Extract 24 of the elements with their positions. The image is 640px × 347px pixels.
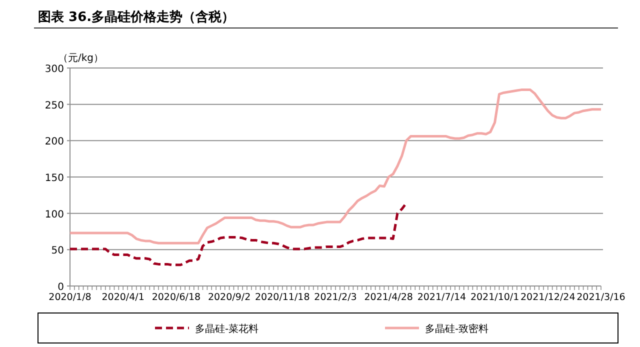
y-tick-label: 50 [51, 246, 64, 257]
x-tick-label: 2021/4/28 [364, 292, 413, 303]
legend-label: 多晶硅-致密料 [425, 323, 489, 335]
y-axis-title: （元/kg） [58, 53, 104, 64]
x-tick-label: 2021/2/3 [314, 292, 357, 303]
y-tick-label: 200 [44, 136, 64, 148]
x-tick-label: 2021/10/1 [470, 292, 520, 303]
x-tick-label: 2020/1/8 [48, 292, 92, 303]
y-tick-label: 100 [44, 209, 64, 220]
x-tick-label: 2021/3/16 [576, 292, 626, 303]
line-series [68, 202, 408, 266]
x-tick-label: 2021/7/14 [417, 292, 466, 303]
x-tick-label: 2020/4/1 [102, 292, 144, 303]
y-tick-label: 250 [44, 100, 64, 112]
y-tick-label: 300 [44, 64, 64, 75]
y-tick-label: 150 [44, 173, 64, 184]
legend-label: 多晶硅-菜花料 [195, 323, 259, 335]
chart-title: 图表 36.多晶硅价格走势（含税） [38, 9, 235, 25]
x-tick-label: 2021/12/24 [520, 292, 576, 303]
line-series [68, 88, 602, 244]
y-tick-label: 0 [58, 282, 64, 293]
x-tick-label: 2020/11/18 [255, 292, 310, 303]
x-tick-label: 2020/9/2 [208, 292, 251, 303]
x-tick-label: 2020/6/18 [152, 292, 201, 303]
